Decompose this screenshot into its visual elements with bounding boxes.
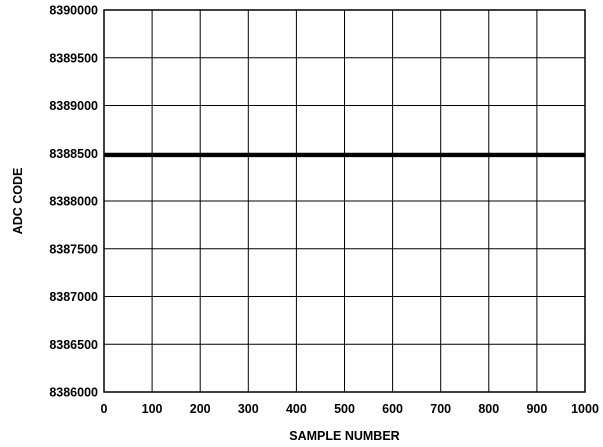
- x-tick-label: 500: [334, 402, 355, 416]
- y-tick-labels: 8386000 8386500 8387000 8387500 8388000 83885…: [49, 4, 98, 400]
- y-tick-label: 8387500: [49, 242, 98, 256]
- grid: [104, 10, 585, 392]
- x-tick-label: 200: [190, 402, 211, 416]
- y-axis-title: ADC CODE: [11, 168, 25, 235]
- y-tick-label: 8386000: [49, 386, 98, 400]
- x-tick-label: 300: [238, 402, 259, 416]
- x-tick-label: 900: [526, 402, 547, 416]
- x-tick-labels: 0 100 200 300 400 500 600 700 800 900 1000: [101, 402, 599, 416]
- x-tick-label: 700: [430, 402, 451, 416]
- x-tick-label: 1000: [571, 402, 599, 416]
- x-tick-label: 0: [101, 402, 108, 416]
- x-tick-label: 800: [478, 402, 499, 416]
- y-tick-label: 8388500: [49, 147, 98, 161]
- y-tick-label: 8386500: [49, 338, 98, 352]
- y-tick-label: 8388000: [49, 195, 98, 209]
- y-tick-label: 8389000: [49, 99, 98, 113]
- plot-frame: [103, 9, 586, 393]
- y-tick-label: 8389500: [49, 51, 98, 65]
- x-tick-label: 400: [286, 402, 307, 416]
- y-tick-label: 8390000: [49, 4, 98, 18]
- x-tick-label: 600: [382, 402, 403, 416]
- x-axis-title: SAMPLE NUMBER: [289, 429, 399, 443]
- y-tick-label: 8387000: [49, 290, 98, 304]
- x-tick-label: 100: [142, 402, 163, 416]
